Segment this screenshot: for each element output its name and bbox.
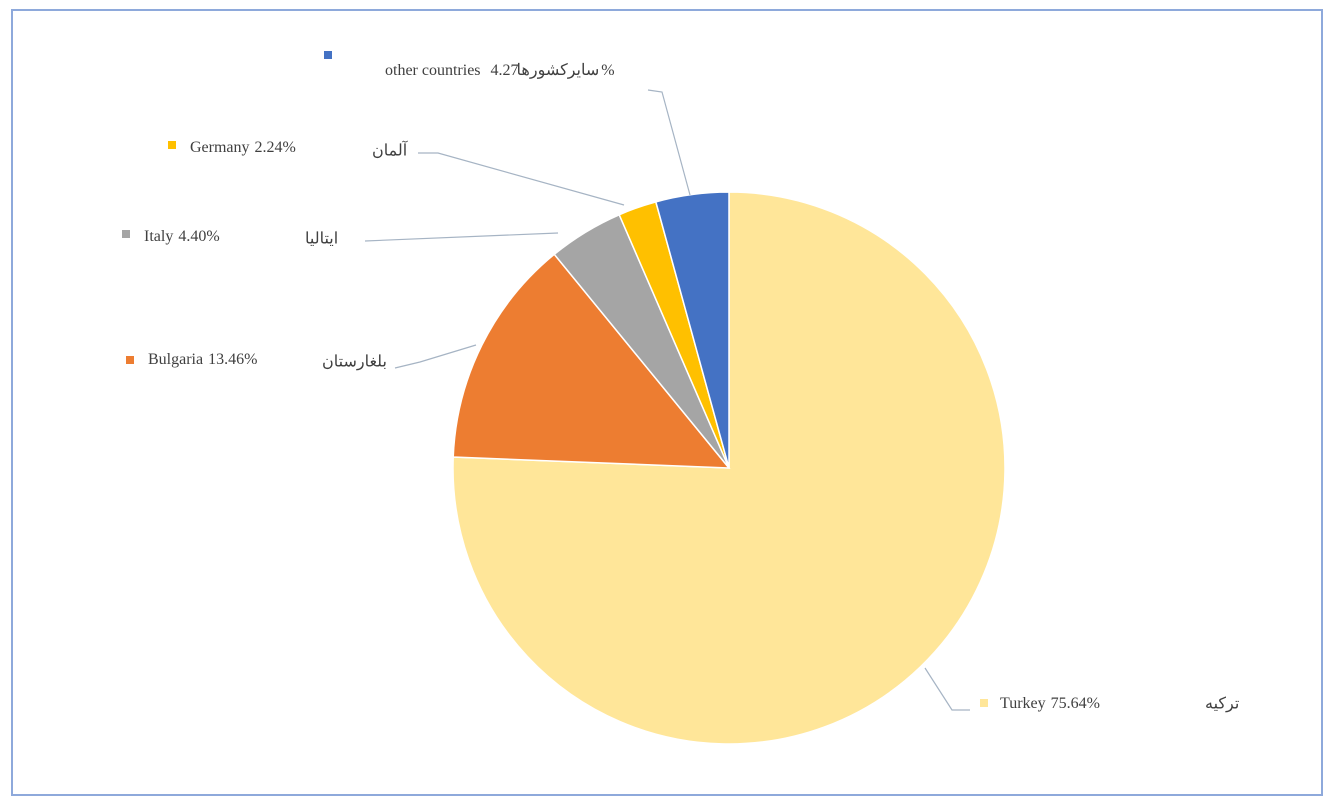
category-name: other countries	[385, 62, 481, 79]
leader-line	[364, 232, 559, 242]
category-name-fa: آلمان	[372, 140, 409, 160]
legend-marker	[980, 699, 988, 707]
value-label: 2.24%	[255, 139, 296, 156]
value-label: 13.46%	[208, 351, 257, 368]
legend-marker	[122, 230, 130, 238]
data-label: other countries سایرکشورها4.27%	[385, 62, 615, 79]
data-label: Bulgaria 13.46%	[148, 351, 257, 368]
category-name: Turkey	[1000, 695, 1046, 712]
leader-line	[418, 152, 625, 206]
pie-slice	[452, 191, 1006, 745]
value-label: 4.40%	[178, 228, 219, 245]
category-name: Italy	[144, 228, 173, 245]
leader-line	[924, 667, 970, 711]
category-name: Germany	[190, 139, 250, 156]
data-label: Turkey 75.64%	[1000, 695, 1100, 712]
category-name: Bulgaria	[148, 351, 203, 368]
data-label: Germany 2.24%	[190, 139, 296, 156]
category-name-fa: ترکیه	[1205, 696, 1239, 713]
pie-slice	[654, 191, 730, 469]
category-name-fa: سایرکشورها	[517, 62, 600, 79]
leader-line	[647, 89, 691, 196]
data-label: Italy 4.40%	[144, 228, 220, 245]
legend-marker	[168, 141, 176, 149]
category-name-fa: بلغارستان	[322, 354, 387, 371]
category-name-fa: ایتالیا	[305, 231, 338, 248]
leader-line	[394, 344, 477, 369]
value-label: 75.64%	[1051, 695, 1100, 712]
legend-marker	[126, 356, 134, 364]
pie-slice	[452, 253, 731, 469]
legend-marker	[324, 51, 332, 59]
